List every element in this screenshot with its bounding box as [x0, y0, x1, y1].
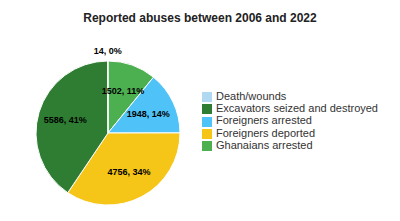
- html-text:Foreigners arrested: Foreigners arrested: [216, 114, 312, 127]
- html-text:Death/wounds: Death/wounds: [216, 90, 287, 103]
- html-text:Excavators seized and destroye: Excavators seized and destroyed: [216, 102, 378, 115]
- svg-text:1502, 11%: 1502, 11%: [102, 86, 145, 96]
- svg-text:5586, 41%: 5586, 41%: [44, 115, 87, 125]
- html-text:Ghanaians arrested: Ghanaians arrested: [216, 138, 313, 151]
- html-text:Reported abuses between 2006 a: Reported abuses between 2006 and 2022: [83, 11, 317, 25]
- svg-text:14, 0%: 14, 0%: [94, 46, 122, 56]
- html-text:Foreigners deported: Foreigners deported: [216, 126, 315, 139]
- svg-text:1948, 14%: 1948, 14%: [127, 109, 170, 119]
- svg-text:4756, 34%: 4756, 34%: [107, 167, 150, 177]
